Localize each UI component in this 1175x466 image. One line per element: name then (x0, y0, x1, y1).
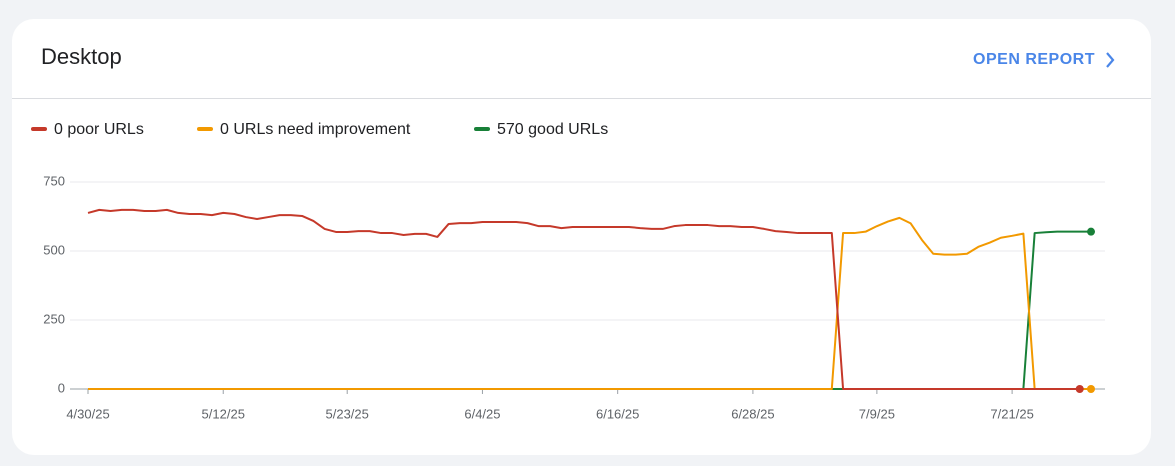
legend-label: 570 good URLs (497, 121, 608, 138)
end-point (1087, 385, 1095, 393)
y-tick-label: 0 (58, 380, 65, 395)
series-line (87, 208, 1080, 390)
x-tick-label: 5/12/25 (202, 406, 245, 421)
plot: 0 poor URLs 0 URLs need improvement 570 go… (31, 121, 1105, 421)
x-tick-label: 6/28/25 (731, 406, 774, 421)
y-tick-label: 250 (43, 311, 65, 326)
legend-label: 0 poor URLs (54, 121, 144, 138)
x-tick-label: 7/21/25 (990, 406, 1033, 421)
open-report-label[interactable]: OPEN REPORT (973, 51, 1095, 68)
card (12, 19, 1151, 455)
x-tick-label: 5/23/25 (326, 406, 369, 421)
series-line (88, 216, 1091, 390)
y-tick-label: 750 (43, 173, 65, 188)
chevron-icon[interactable] (1106, 52, 1115, 68)
x-tick-label: 6/16/25 (596, 406, 639, 421)
x-tick-label: 6/4/25 (464, 406, 500, 421)
open-report-button[interactable]: OPEN REPORT (973, 51, 1115, 68)
end-point (1087, 227, 1095, 236)
legend-label: 0 URLs need improvement (220, 121, 411, 138)
y-tick-label: 500 (43, 242, 65, 257)
x-tick-label: 4/30/25 (66, 406, 109, 421)
card-title: Desktop (41, 44, 122, 69)
end-point (1075, 385, 1084, 393)
x-tick-label: 7/9/25 (859, 406, 895, 421)
